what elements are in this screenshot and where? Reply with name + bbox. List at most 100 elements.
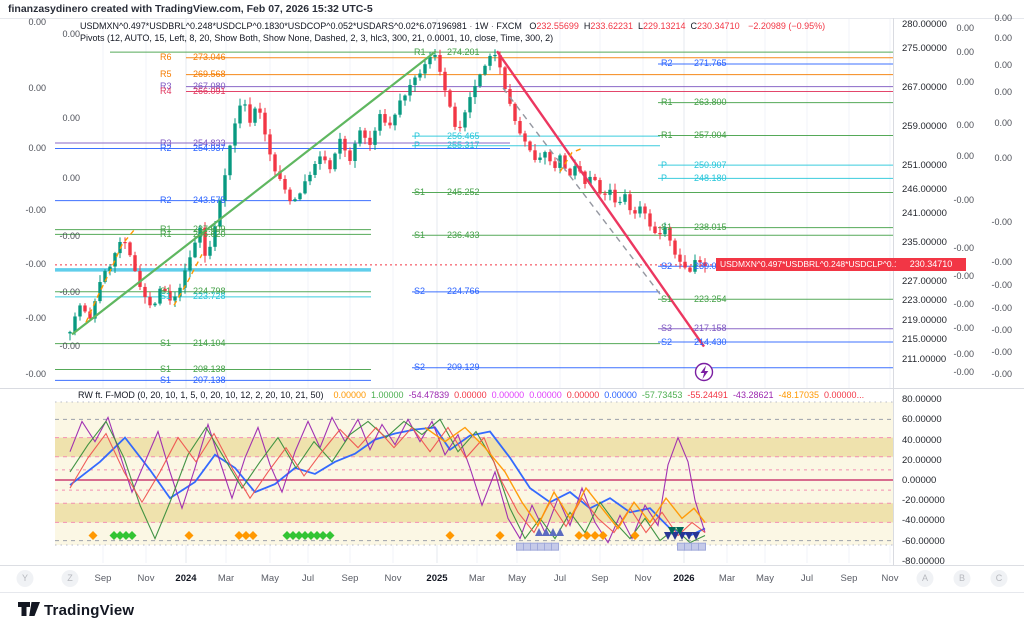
- diamond-marker: [288, 531, 298, 541]
- diamond-marker: [445, 531, 455, 541]
- candle-body: [93, 301, 97, 319]
- candle-body: [203, 227, 207, 256]
- axis-button-a[interactable]: A: [916, 570, 934, 587]
- candle-body: [158, 288, 162, 304]
- time-axis-label: May: [756, 573, 774, 584]
- candle-body: [283, 178, 287, 190]
- candle-body: [693, 260, 697, 272]
- candle-body: [263, 112, 267, 135]
- candle-body: [373, 130, 377, 145]
- square-marker: [530, 542, 538, 551]
- candle-body: [473, 86, 477, 98]
- triangle-down-marker: [668, 527, 676, 535]
- candle-body: [388, 122, 392, 126]
- tradingview-brand[interactable]: TradingView: [44, 602, 135, 619]
- candle-body: [343, 138, 347, 151]
- candle-body: [503, 67, 507, 90]
- candle-body: [403, 95, 407, 101]
- square-marker: [684, 542, 692, 551]
- candle-body: [143, 286, 147, 297]
- square-marker: [551, 542, 559, 551]
- candle-body: [438, 55, 442, 72]
- triangle-down-marker: [692, 532, 700, 541]
- candle-body: [208, 246, 212, 256]
- dashed-accent-line: [559, 147, 585, 173]
- triangle-down-marker: [685, 532, 693, 541]
- time-axis[interactable]: Y Z A B C Sep Nov 2024 Mar May Jul Sep Nov 2025 Mar May…: [0, 565, 1024, 593]
- axis-button-z[interactable]: Z: [61, 570, 79, 587]
- candle-body: [563, 155, 567, 169]
- candle-body: [253, 108, 257, 123]
- time-axis-label: Nov: [137, 573, 155, 584]
- candle-body: [308, 174, 312, 182]
- time-axis-label: 2024: [175, 573, 197, 584]
- candle-body: [508, 89, 512, 104]
- candle-body: [298, 193, 302, 200]
- diamond-marker: [109, 531, 119, 541]
- time-axis-label: Nov: [634, 573, 652, 584]
- candle-body: [703, 262, 707, 266]
- candle-body: [288, 189, 292, 202]
- triangle-up-marker: [549, 528, 557, 537]
- diamond-marker: [582, 531, 592, 541]
- candle-body: [328, 160, 332, 170]
- candle-body: [588, 176, 592, 184]
- candle-body: [333, 153, 337, 170]
- time-axis-label: Sep: [341, 573, 359, 584]
- candle-body: [493, 54, 497, 57]
- candle-body: [423, 64, 427, 74]
- diamond-marker: [115, 531, 125, 541]
- candle-body: [318, 156, 322, 165]
- time-axis-label: Sep: [94, 573, 112, 584]
- candle-body: [133, 255, 137, 272]
- diamond-marker: [312, 531, 322, 541]
- candle-body: [83, 305, 87, 312]
- triangle-down-marker: [676, 527, 684, 535]
- candle-body: [348, 150, 352, 162]
- time-axis-label: Sep: [591, 573, 609, 584]
- candle-body: [398, 100, 402, 115]
- diamond-marker: [282, 531, 292, 541]
- candle-body: [658, 232, 662, 235]
- candle-body: [643, 206, 647, 214]
- diamond-marker: [241, 531, 251, 541]
- candle-body: [273, 154, 277, 172]
- candle-body: [183, 270, 187, 288]
- candle-body: [103, 271, 107, 283]
- candle-body: [268, 134, 272, 155]
- axis-button-y[interactable]: Y: [16, 570, 34, 587]
- candle-body: [108, 266, 112, 272]
- candle-body: [323, 156, 327, 161]
- candle-body: [463, 112, 467, 128]
- candle-body: [378, 114, 382, 131]
- trendline: [502, 87, 664, 299]
- candle-body: [128, 242, 132, 256]
- tradingview-logo-icon[interactable]: [18, 602, 40, 627]
- candle-body: [243, 104, 247, 106]
- candle-body: [528, 141, 532, 151]
- flash-icon-bolt: [700, 365, 709, 379]
- axis-button-b[interactable]: B: [953, 570, 971, 587]
- candle-body: [618, 201, 622, 204]
- candle-body: [668, 227, 672, 241]
- candle-body: [113, 253, 117, 267]
- candle-body: [613, 189, 617, 203]
- square-marker: [677, 542, 685, 551]
- diamond-marker: [598, 531, 608, 541]
- candle-body: [78, 305, 82, 317]
- oscillator-series-blue: [69, 426, 706, 537]
- time-axis-label: Mar: [718, 573, 736, 584]
- candle-body: [593, 176, 597, 181]
- candle-body: [553, 161, 557, 168]
- candle-body: [538, 157, 542, 160]
- axis-button-c[interactable]: C: [990, 570, 1008, 587]
- square-marker: [523, 542, 531, 551]
- candle-body: [163, 288, 167, 292]
- candle-body: [248, 104, 252, 123]
- candle-body: [628, 194, 632, 211]
- candle-body: [548, 152, 552, 162]
- candle-body: [88, 311, 92, 319]
- candle-body: [123, 241, 127, 244]
- candle-body: [173, 296, 177, 301]
